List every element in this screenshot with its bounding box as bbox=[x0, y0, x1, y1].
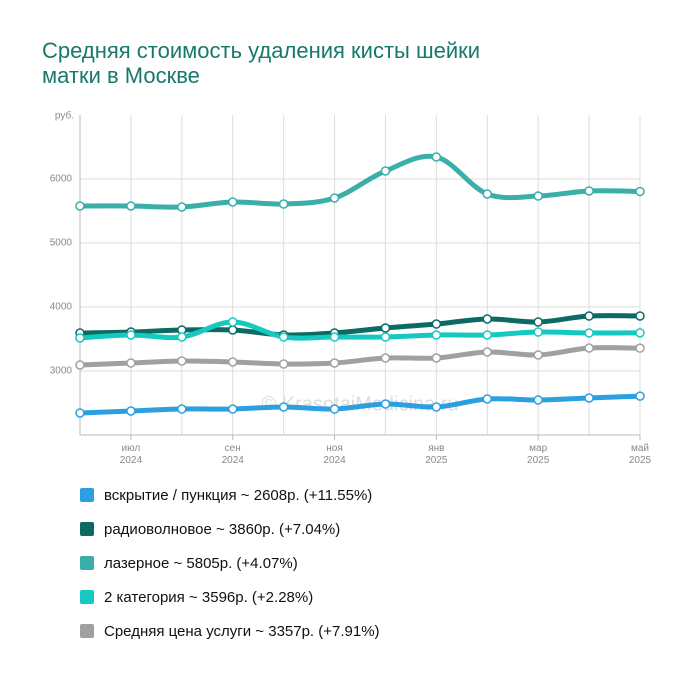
y-tick-label: 5000 bbox=[50, 238, 73, 249]
data-point bbox=[584, 186, 594, 196]
data-point bbox=[482, 347, 493, 357]
data-point bbox=[126, 358, 136, 368]
x-tick-label: мар 2025 bbox=[527, 443, 550, 466]
legend-label: радиоволновое ~ 3860р. (+7.04%) bbox=[104, 521, 340, 538]
data-point bbox=[431, 402, 442, 412]
data-point bbox=[533, 317, 543, 327]
data-point bbox=[482, 330, 493, 340]
data-point bbox=[278, 359, 289, 369]
legend-label: лазерное ~ 5805р. (+4.07%) bbox=[104, 555, 298, 572]
data-point bbox=[380, 332, 391, 342]
data-point bbox=[227, 197, 238, 207]
data-point bbox=[635, 391, 645, 401]
data-point bbox=[533, 191, 543, 201]
data-point bbox=[126, 330, 136, 340]
data-point bbox=[329, 332, 340, 342]
legend-swatch bbox=[80, 556, 94, 570]
data-point bbox=[635, 186, 645, 197]
data-point bbox=[482, 394, 493, 404]
data-point bbox=[533, 327, 543, 337]
data-point bbox=[227, 317, 238, 327]
data-point bbox=[227, 357, 238, 367]
series-line bbox=[77, 153, 643, 210]
y-tick-label: 6000 bbox=[50, 174, 73, 185]
legend-swatch bbox=[80, 522, 94, 536]
x-tick-label: ноя 2024 bbox=[323, 443, 346, 466]
data-point bbox=[75, 333, 85, 343]
data-point bbox=[584, 311, 594, 321]
data-point bbox=[177, 356, 187, 366]
chart-title: матки в Москве bbox=[42, 63, 200, 88]
x-tick-label: июл 2024 bbox=[120, 443, 143, 466]
data-point bbox=[584, 328, 594, 338]
legend-label: Средняя цена услуги ~ 3357р. (+7.91%) bbox=[104, 623, 380, 640]
x-tick-label: янв 2025 bbox=[425, 443, 448, 466]
data-point bbox=[584, 393, 594, 403]
data-point bbox=[126, 406, 136, 416]
data-point bbox=[75, 408, 85, 418]
data-point bbox=[380, 399, 391, 409]
data-point bbox=[278, 402, 289, 412]
series-line bbox=[77, 345, 643, 368]
data-point bbox=[584, 343, 594, 353]
data-point bbox=[278, 332, 289, 342]
data-point bbox=[75, 360, 85, 370]
legend-swatch bbox=[80, 624, 94, 638]
data-point bbox=[635, 311, 645, 321]
data-point bbox=[177, 332, 187, 342]
data-point bbox=[126, 201, 136, 211]
data-point bbox=[380, 323, 391, 333]
data-point bbox=[431, 319, 442, 329]
legend-swatch bbox=[80, 488, 94, 502]
data-point bbox=[227, 404, 238, 414]
data-point bbox=[431, 330, 442, 340]
data-point bbox=[431, 152, 442, 162]
y-axis-label: руб. bbox=[55, 110, 74, 122]
legend-label: вскрытие / пункция ~ 2608р. (+11.55%) bbox=[104, 487, 372, 504]
legend-label: 2 категория ~ 3596р. (+2.28%) bbox=[104, 589, 313, 606]
data-point bbox=[329, 358, 340, 368]
chart-title: Средняя стоимость удаления кисты шейки bbox=[42, 38, 480, 63]
data-point bbox=[482, 189, 493, 199]
data-point bbox=[533, 350, 543, 360]
data-point bbox=[635, 328, 645, 338]
data-point bbox=[278, 199, 289, 209]
data-point bbox=[75, 201, 85, 211]
legend-swatch bbox=[80, 590, 94, 604]
data-point bbox=[329, 193, 340, 203]
data-point bbox=[635, 343, 645, 353]
data-point bbox=[177, 404, 187, 414]
y-tick-label: 3000 bbox=[50, 366, 73, 377]
y-tick-label: 4000 bbox=[50, 302, 73, 313]
data-point bbox=[329, 404, 340, 414]
data-point bbox=[482, 314, 493, 324]
x-tick-label: сен 2024 bbox=[222, 443, 245, 466]
data-point bbox=[227, 325, 238, 335]
data-point bbox=[533, 395, 543, 405]
data-point bbox=[380, 353, 391, 363]
data-point bbox=[431, 353, 442, 363]
data-point bbox=[177, 202, 187, 212]
data-point bbox=[380, 166, 391, 176]
x-tick-label: май 2025 bbox=[629, 443, 652, 466]
